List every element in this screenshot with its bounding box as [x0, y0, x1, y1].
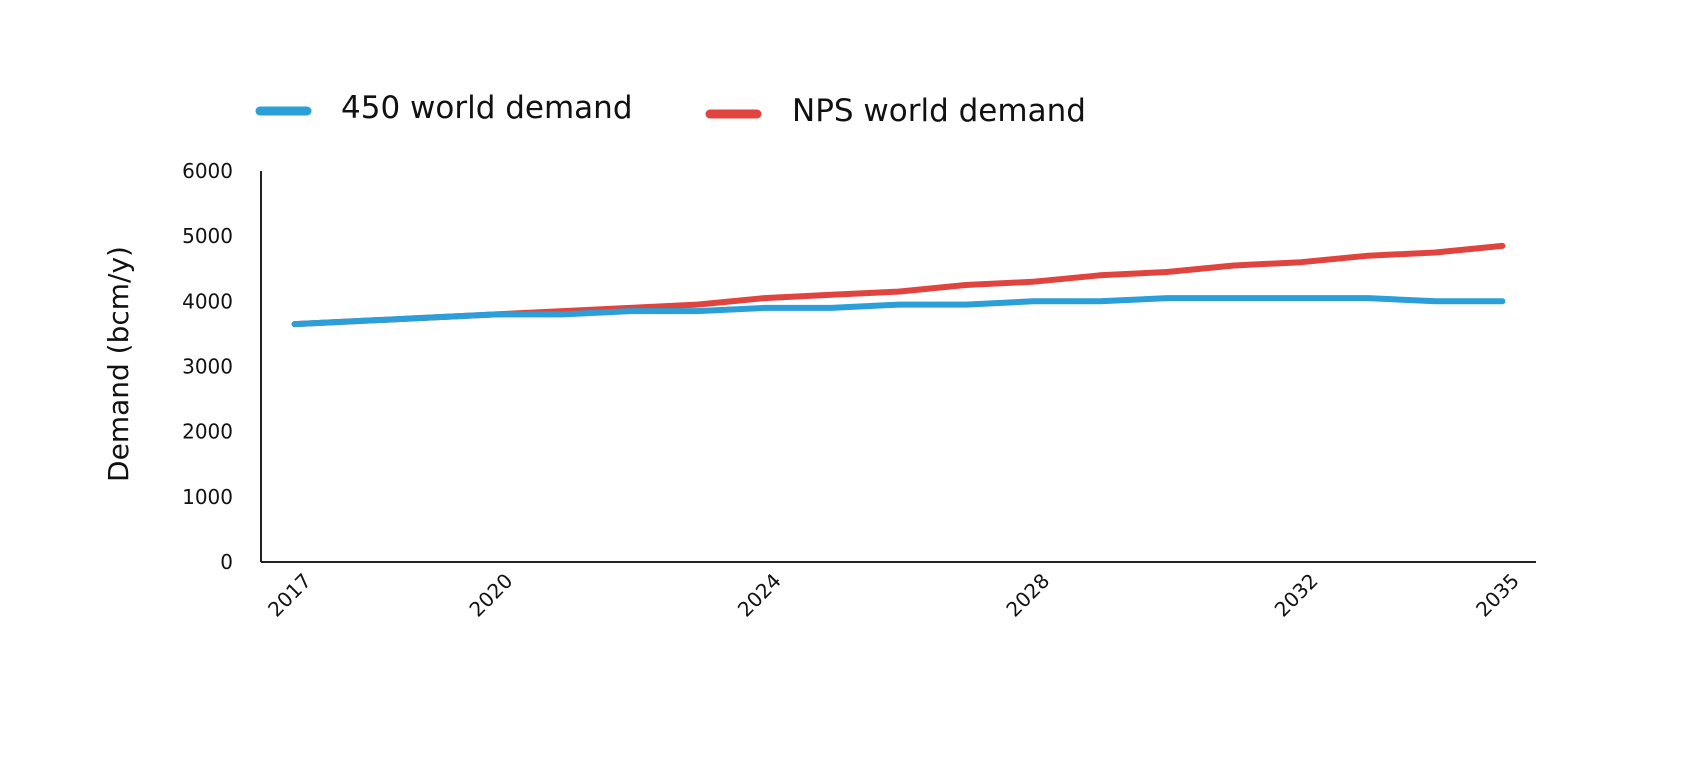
y-tick-label: 3000 — [182, 355, 233, 379]
y-tick-label: 4000 — [182, 289, 233, 313]
y-tick-label: 2000 — [182, 420, 233, 444]
y-tick-label: 6000 — [182, 159, 233, 183]
x-tick-label: 2032 — [1270, 569, 1323, 622]
y-axis-ticks: 0 1000 2000 3000 4000 5000 6000 — [182, 159, 233, 574]
y-tick-label: 1000 — [182, 485, 233, 509]
x-tick-label: 2017 — [263, 569, 316, 622]
x-tick-label: 2035 — [1471, 569, 1524, 622]
y-tick-label: 0 — [220, 550, 233, 574]
legend-label-nps: NPS world demand — [792, 93, 1086, 129]
x-axis-ticks: 2017 2020 2024 2028 2032 2035 — [263, 569, 1524, 622]
legend-item-nps: NPS world demand — [705, 93, 1086, 129]
legend-label-450: 450 world demand — [341, 90, 633, 126]
y-tick-label: 5000 — [182, 224, 233, 248]
x-tick-label: 2028 — [1001, 569, 1054, 622]
y-axis-title: Demand (bcm/y) — [102, 246, 135, 482]
legend-item-450: 450 world demand — [255, 90, 633, 126]
legend: 450 world demand NPS world demand — [255, 90, 1086, 129]
x-tick-label: 2024 — [733, 569, 786, 622]
x-tick-label: 2020 — [464, 569, 517, 622]
series-layer — [291, 242, 1506, 328]
series-line-450 — [291, 295, 1506, 328]
